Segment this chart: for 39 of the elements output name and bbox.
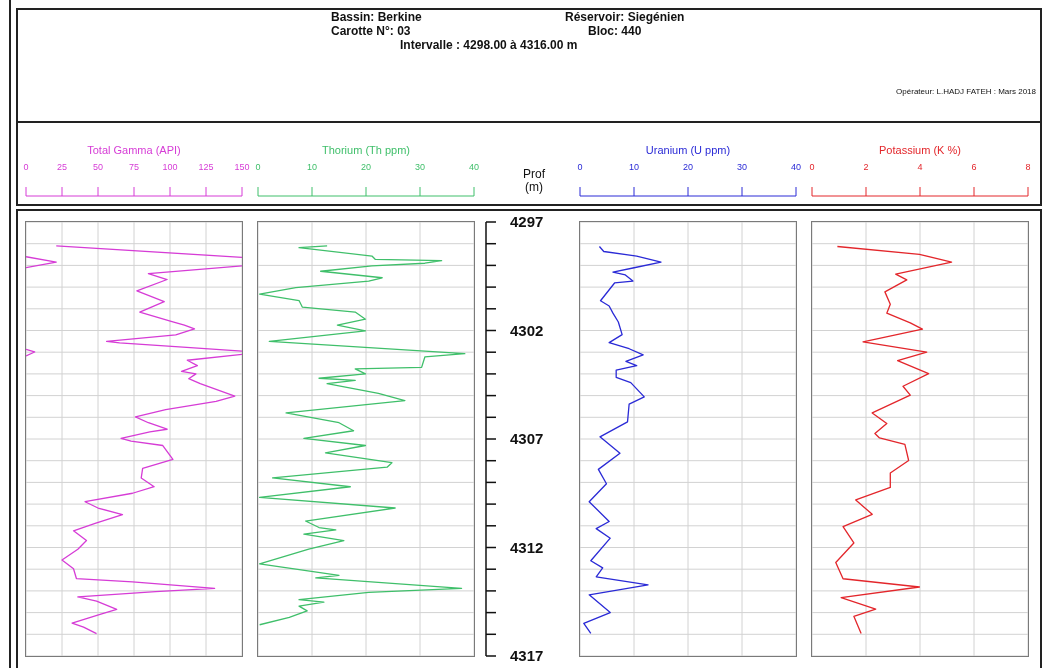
x-tick-label: 0 — [809, 162, 815, 172]
x-tick-label: 50 — [92, 162, 104, 172]
x-tick-label: 8 — [1025, 162, 1031, 172]
text: Réservoir: Siegénien — [565, 10, 685, 24]
y-tick-label: 4302 — [510, 321, 544, 339]
x-tick-label: 0 — [23, 162, 29, 172]
y-tick-label: 4317 — [510, 647, 544, 665]
text: Intervalle : 4298.00 à 4316.00 m — [400, 38, 578, 52]
x-tick-label: 10 — [628, 162, 640, 172]
x-tick-label: 30 — [736, 162, 748, 172]
y-tick-label: 4297 — [510, 213, 544, 231]
x-tick-label: 6 — [971, 162, 977, 172]
x-tick-label: 75 — [128, 162, 140, 172]
text: Bloc: 440 — [588, 24, 642, 38]
x-tick-label: 20 — [682, 162, 694, 172]
x-tick-label: 125 — [198, 162, 214, 172]
y-tick-label: 4312 — [510, 538, 544, 556]
x-tick-label: 0 — [577, 162, 583, 172]
x-tick-label: 0 — [255, 162, 261, 172]
x-tick-label: 150 — [234, 162, 250, 172]
x-axis-title: Total Gamma (API) — [86, 144, 182, 157]
x-tick-label: 40 — [468, 162, 480, 172]
x-tick-label: 25 — [56, 162, 68, 172]
x-tick-label: 2 — [863, 162, 869, 172]
x-tick-label: 20 — [360, 162, 372, 172]
x-axis-title: Thorium (Th ppm) — [321, 144, 411, 157]
x-tick-label: 4 — [917, 162, 923, 172]
x-tick-label: 30 — [414, 162, 426, 172]
text: Opérateur: L.HADJ FATEH : Mars 2018 — [896, 87, 1036, 97]
y-axis-title: Prof (m) — [522, 167, 546, 194]
y-tick-label: 4307 — [510, 430, 544, 448]
x-tick-label: 100 — [162, 162, 178, 172]
text: Carotte N°: 03 — [331, 24, 411, 38]
x-tick-label: 10 — [306, 162, 318, 172]
text: Bassin: Berkine — [331, 10, 422, 24]
x-axis-title: Potassium (K %) — [878, 144, 962, 157]
x-axis-title: Uranium (U ppm) — [644, 144, 732, 157]
line-series — [583, 245, 662, 635]
x-tick-label: 40 — [790, 162, 802, 172]
